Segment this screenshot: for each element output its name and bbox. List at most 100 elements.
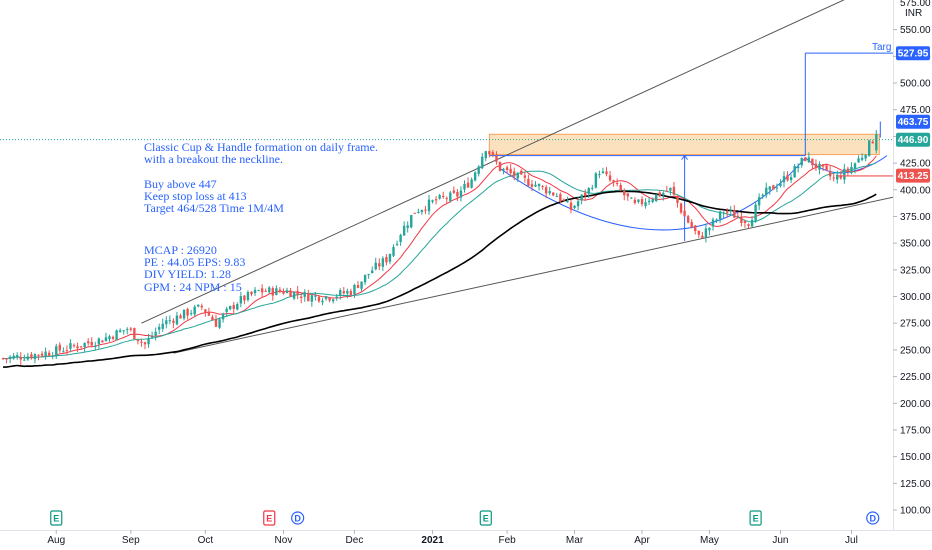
candle <box>722 211 725 219</box>
candle <box>644 198 647 209</box>
candle-body <box>197 304 200 307</box>
candle <box>126 327 129 335</box>
candle <box>111 335 115 341</box>
time-axis[interactable]: JulAugSepOctNovDec2021FebMarAprMayJunJul <box>0 530 932 546</box>
candle-body <box>836 174 839 180</box>
candle <box>807 152 811 163</box>
candle-body <box>186 308 189 316</box>
candle <box>133 327 136 340</box>
earnings-icon <box>749 510 762 526</box>
candle-body <box>62 351 65 353</box>
candle-body <box>5 358 8 360</box>
candle <box>850 162 853 175</box>
candle-body <box>747 224 750 226</box>
candle <box>257 289 260 292</box>
candle-body <box>694 225 697 232</box>
event-letter: D <box>870 514 877 524</box>
candle <box>268 286 271 294</box>
candle <box>236 302 239 311</box>
candle <box>509 164 512 177</box>
candle-body <box>832 177 835 179</box>
candle-body <box>559 194 562 202</box>
candle-body <box>33 354 37 360</box>
candle <box>129 326 132 332</box>
candle-body <box>825 165 828 170</box>
candle <box>122 330 125 335</box>
candle <box>65 345 69 356</box>
candle <box>491 149 495 158</box>
candle <box>381 256 385 271</box>
candle-body <box>679 203 683 213</box>
candle-body <box>225 308 228 312</box>
candle-body <box>843 168 846 180</box>
candle-body <box>87 341 90 344</box>
candle <box>402 221 406 236</box>
candle <box>8 355 12 364</box>
candle <box>360 281 363 292</box>
candle <box>353 283 356 299</box>
candle-body <box>427 199 431 212</box>
candle <box>591 184 594 191</box>
candle <box>456 189 459 201</box>
candle <box>729 206 732 216</box>
candle <box>342 286 345 295</box>
candle-body <box>839 175 842 179</box>
candle <box>179 313 182 319</box>
candle <box>662 191 665 201</box>
candle-body <box>470 179 473 188</box>
candle <box>733 205 736 218</box>
earnings-event-marker[interactable]: E <box>479 510 492 526</box>
candle <box>552 192 555 197</box>
candle <box>765 182 768 199</box>
candle-body <box>257 290 260 292</box>
candle-body <box>864 154 867 159</box>
candle-body <box>236 304 239 310</box>
candle-body <box>90 341 93 346</box>
candle-body <box>772 185 775 190</box>
candle-body <box>374 262 377 270</box>
candle-body <box>65 350 69 352</box>
candle-body <box>850 166 853 174</box>
candle <box>619 182 622 192</box>
price-axis[interactable]: INR 575.00550.00525.00500.00475.00450.00… <box>893 0 932 530</box>
candle-body <box>307 293 310 302</box>
earnings-event-marker[interactable]: E <box>263 510 276 526</box>
dividend-event-marker[interactable]: D <box>866 511 880 525</box>
candle-body <box>143 342 147 345</box>
candle <box>651 197 654 204</box>
price-axis-background <box>893 0 932 530</box>
earnings-event-marker[interactable]: E <box>749 510 762 526</box>
candle-body <box>392 246 395 256</box>
candle <box>79 346 83 349</box>
candle-body <box>814 163 818 168</box>
price-badge: 446.90 <box>896 132 930 147</box>
resistance-zone-layer <box>0 133 893 156</box>
price-tick-label: 275.00 <box>900 319 931 330</box>
earnings-event-marker[interactable]: E <box>50 510 63 526</box>
candle-body <box>598 174 601 176</box>
event-letter: D <box>294 514 301 524</box>
candle <box>530 179 534 192</box>
price-badge: 413.25 <box>896 168 930 183</box>
candle <box>328 296 331 303</box>
candle <box>516 172 519 183</box>
candle <box>789 174 793 183</box>
candle-body <box>736 215 740 217</box>
annotation-layer: Classic Cup & Handle formation on daily … <box>144 140 378 294</box>
candle-body <box>204 309 207 313</box>
candle <box>495 151 498 165</box>
candle-body <box>161 323 164 329</box>
candle-body <box>221 313 225 320</box>
candle-body <box>335 296 338 299</box>
candle-body <box>154 331 157 336</box>
candle-body <box>605 171 608 175</box>
candle <box>186 307 189 320</box>
candle <box>104 332 108 342</box>
candle-body <box>541 186 544 188</box>
candle-body <box>853 163 857 169</box>
candle-body <box>566 200 569 203</box>
dividend-event-marker[interactable]: D <box>291 511 305 525</box>
candle-body <box>79 346 83 348</box>
